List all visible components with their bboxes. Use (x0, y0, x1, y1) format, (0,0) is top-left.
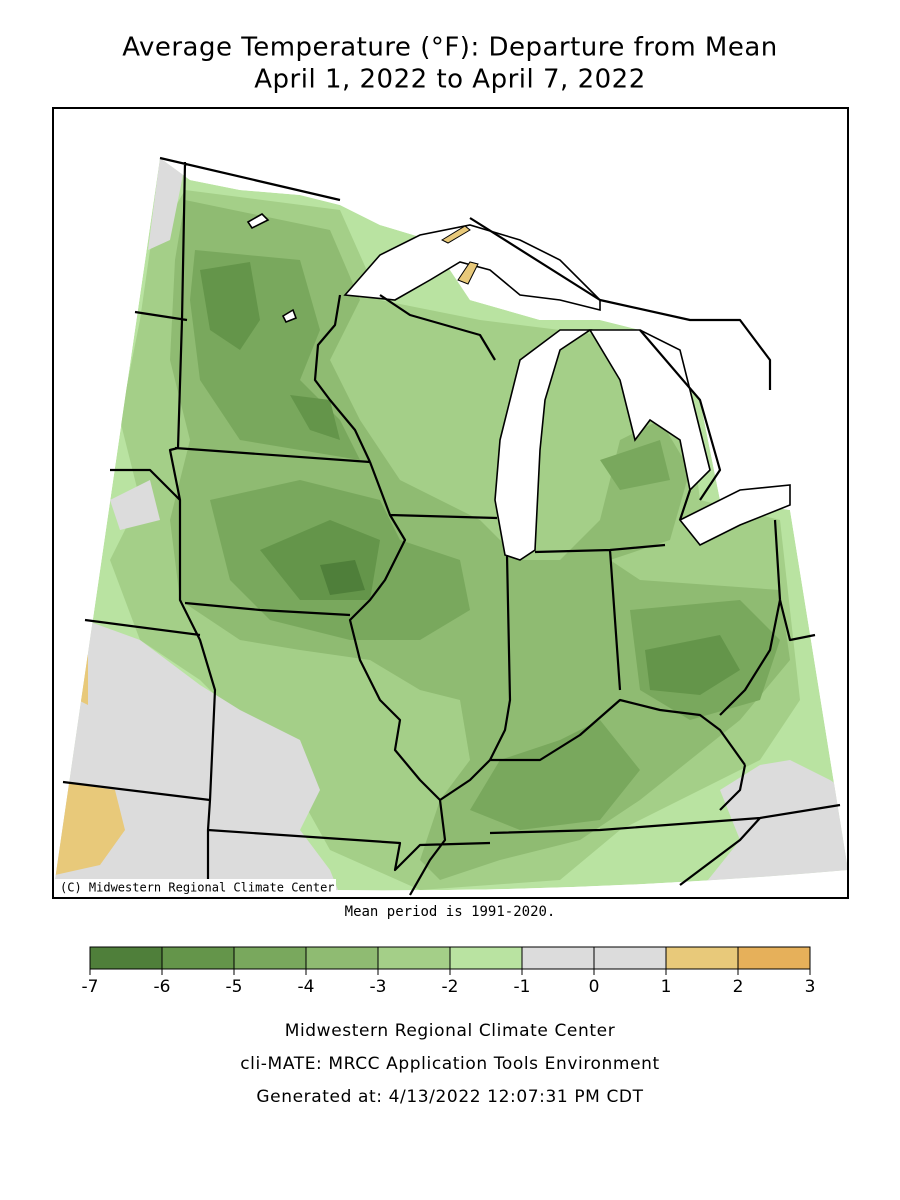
colorbar-bin (737, 946, 811, 970)
map-subtitle: April 1, 2022 to April 7, 2022 (254, 65, 646, 95)
credit: (C) Midwestern Regional Climate Center (60, 881, 335, 895)
lake-michigan (494, 329, 593, 561)
colorbar-tick-label: 3 (805, 977, 816, 997)
state-border (62, 156, 841, 896)
colorbar-bin (377, 946, 451, 970)
colorbar-tick-label: -1 (514, 977, 531, 997)
colorbar-bin (305, 946, 379, 970)
colorbar-bin (521, 946, 595, 970)
colorbar-tick-label: -3 (370, 977, 387, 997)
region (320, 560, 365, 595)
island (440, 225, 479, 285)
map-title: Average Temperature (°F): Departure from… (122, 33, 778, 63)
colorbar-tick-label: -4 (298, 977, 315, 997)
lake-superior (343, 224, 601, 312)
note: Mean period is 1991-2020. (345, 904, 556, 920)
colorbar-tick-label: -7 (82, 977, 99, 997)
footer-line: Generated at: 4/13/2022 12:07:31 PM CDT (256, 1087, 643, 1107)
colorbar-tick-label: -5 (226, 977, 243, 997)
colorbar-bin (449, 946, 523, 970)
credit-box (54, 879, 336, 897)
footer-line: cli-MATE: MRCC Application Tools Environ… (240, 1054, 660, 1074)
region (170, 200, 790, 880)
region (55, 655, 125, 875)
colorbar-bin (665, 946, 739, 970)
colorbar: -7 -6 -5 -4 -3 -2 -1 0 1 2 3 (82, 946, 816, 997)
borders (62, 156, 841, 896)
map-frame (52, 107, 849, 899)
colorbar-tick-label: 2 (733, 977, 744, 997)
colorbar-bin (161, 946, 235, 970)
colorbar-tick-label: -6 (154, 977, 171, 997)
lakes (246, 213, 791, 561)
colorbar-tick-label: 1 (661, 977, 672, 997)
lake-small (246, 213, 298, 324)
colorbar-bin (89, 946, 163, 970)
colorbar-tick-label: -2 (442, 977, 459, 997)
footer-line: Midwestern Regional Climate Center (285, 1021, 616, 1041)
colorbar-tick-label: 0 (589, 977, 600, 997)
colorbar-bin (593, 946, 667, 970)
lake-erie (678, 484, 791, 547)
colorbar-bin (233, 946, 307, 970)
